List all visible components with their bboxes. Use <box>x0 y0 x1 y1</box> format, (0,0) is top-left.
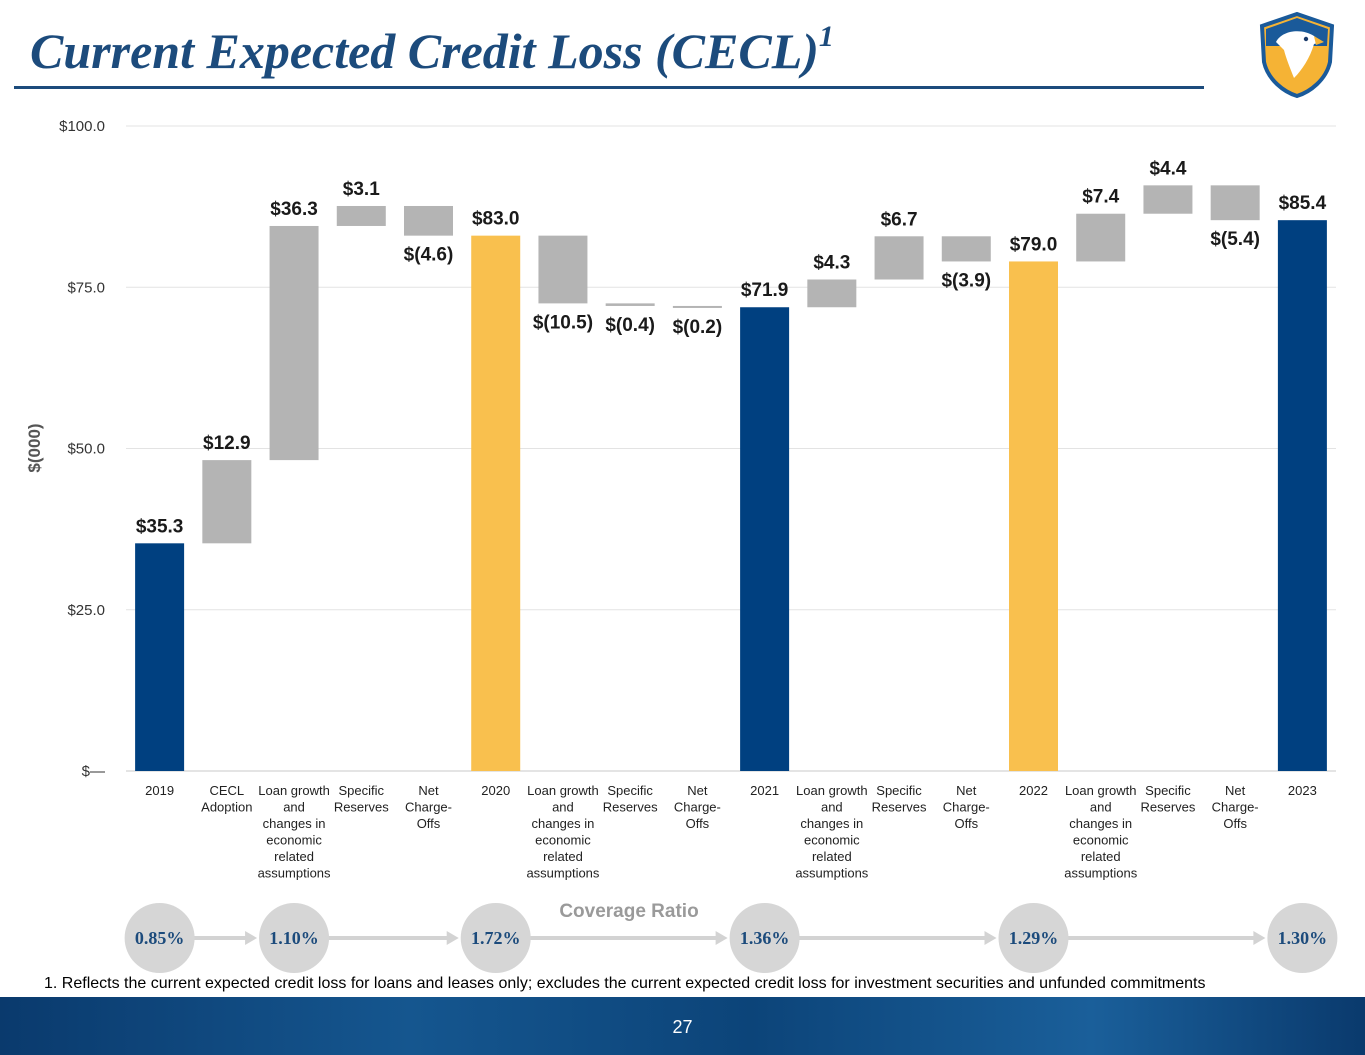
arrow-head-icon <box>1253 931 1266 945</box>
data-label: $(10.5) <box>533 312 593 333</box>
data-label: $(0.2) <box>673 317 723 338</box>
x-category-label: 2020 <box>481 783 510 798</box>
arrow-head-icon <box>984 931 997 945</box>
data-label: $85.4 <box>1279 193 1327 214</box>
data-label: $(0.4) <box>605 315 655 336</box>
change-bar <box>202 460 252 544</box>
change-bar <box>269 225 319 461</box>
x-category-label: Loan growth and changes in economic related a… <box>1064 783 1137 881</box>
data-label: $4.4 <box>1149 158 1186 179</box>
data-label: $83.0 <box>472 209 520 230</box>
data-label: $3.1 <box>343 179 380 200</box>
data-label: $(3.9) <box>941 270 991 291</box>
data-label: $35.3 <box>136 516 184 537</box>
data-label: $36.3 <box>270 199 318 220</box>
x-category-label: Specific Reserves <box>1140 783 1195 815</box>
title-divider <box>14 86 1204 89</box>
x-category-label: Net Charge-Offs <box>674 783 721 831</box>
x-category-label: 2022 <box>1019 783 1048 798</box>
x-category-label: Net Charge-Offs <box>943 783 990 831</box>
change-bar <box>336 205 386 226</box>
change-bar <box>941 236 991 262</box>
y-tick-label: $75.0 <box>67 279 105 296</box>
y-tick-label: $— <box>82 763 105 780</box>
coverage-ratio-value: 1.29% <box>1009 928 1059 948</box>
coverage-ratio-value: 1.72% <box>471 928 521 948</box>
y-tick-label: $50.0 <box>67 441 105 458</box>
y-tick-label: $100.0 <box>59 118 105 135</box>
coverage-ratio-circle <box>259 903 330 973</box>
coverage-ratio-circle <box>124 903 195 973</box>
eagle-shield-logo-icon <box>1259 12 1335 98</box>
arrow-head-icon <box>245 931 258 945</box>
y-axis-label: $(000) <box>25 423 44 472</box>
page-number: 27 <box>672 1017 693 1037</box>
coverage-ratio-circle <box>460 903 531 973</box>
data-label: $(4.6) <box>404 245 454 266</box>
total-bar <box>135 543 185 771</box>
total-bar <box>1277 220 1327 772</box>
total-bar <box>1009 261 1058 771</box>
data-label: $12.9 <box>203 433 251 454</box>
x-category-label: Loan growth and changes in economic related a… <box>795 783 868 881</box>
change-bar <box>404 205 453 236</box>
change-bar <box>605 303 655 306</box>
data-label: $(5.4) <box>1210 229 1260 250</box>
change-bar <box>1210 185 1260 221</box>
x-category-label: Net Charge-Offs <box>1212 783 1259 831</box>
arrow-head-icon <box>446 931 459 945</box>
total-bar <box>471 235 521 771</box>
coverage-ratio-value: 0.85% <box>135 928 185 948</box>
change-bar <box>672 305 722 308</box>
coverage-ratio-title: Coverage Ratio <box>559 901 698 922</box>
data-label: $4.3 <box>813 253 850 274</box>
change-bar <box>1143 185 1193 214</box>
data-label: $6.7 <box>881 209 918 230</box>
x-category-label: 2019 <box>145 783 174 798</box>
arrow-head-icon <box>715 931 728 945</box>
change-bar <box>807 279 857 308</box>
change-bar <box>874 236 924 280</box>
x-category-label: Loan growth and changes in economic related a… <box>526 783 599 881</box>
page-title-text: Current Expected Credit Loss (CECL) <box>30 23 819 79</box>
x-category-label: Specific Reserves <box>603 783 658 815</box>
x-category-label: 2021 <box>750 783 779 798</box>
total-bar <box>740 307 790 771</box>
coverage-ratio-value: 1.30% <box>1278 928 1328 948</box>
change-bar <box>1076 213 1126 262</box>
change-bar <box>538 235 588 304</box>
x-category-label: Specific Reserves <box>334 783 389 815</box>
x-category-label: CECL Adoption <box>201 783 252 815</box>
footnote: 1. Reflects the current expected credit … <box>44 975 1206 992</box>
coverage-ratio-value: 1.10% <box>269 928 319 948</box>
page-title: Current Expected Credit Loss (CECL)1 <box>30 20 834 80</box>
coverage-ratio-circle <box>1267 903 1338 973</box>
data-label: $79.0 <box>1010 234 1058 255</box>
x-category-label: Net Charge-Offs <box>405 783 452 831</box>
title-footnote-marker: 1 <box>818 20 834 54</box>
data-label: $71.9 <box>741 280 789 301</box>
coverage-ratio-value: 1.36% <box>740 928 790 948</box>
footer-band <box>0 997 1365 1055</box>
coverage-ratio-circle <box>998 903 1069 973</box>
y-tick-label: $25.0 <box>67 602 105 619</box>
x-category-label: Specific Reserves <box>872 783 927 815</box>
x-category-label: 2023 <box>1288 783 1317 798</box>
x-category-label: Loan growth and changes in economic related a… <box>258 783 331 881</box>
data-label: $7.4 <box>1082 187 1119 208</box>
coverage-ratio-circle <box>729 903 800 973</box>
